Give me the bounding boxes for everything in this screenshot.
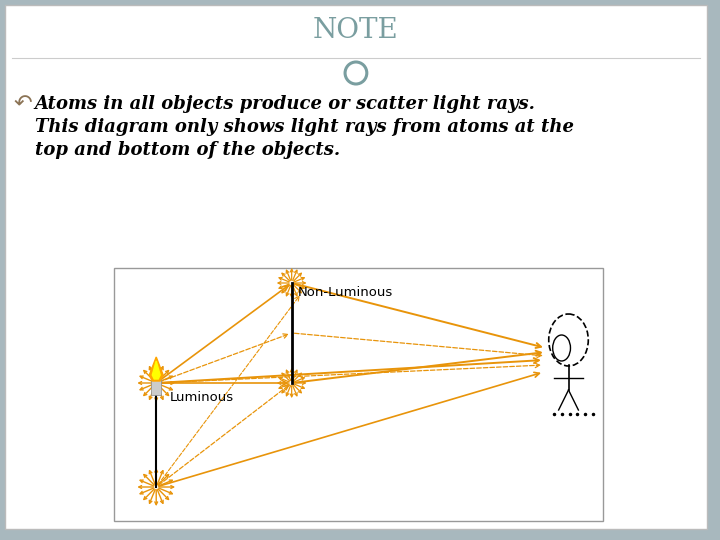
Text: ↶: ↶ — [14, 95, 32, 115]
Polygon shape — [152, 361, 160, 379]
Text: Non-Luminous: Non-Luminous — [297, 286, 393, 299]
Text: top and bottom of the objects.: top and bottom of the objects. — [35, 141, 340, 159]
Text: Atoms in all objects produce or scatter light rays.: Atoms in all objects produce or scatter … — [35, 95, 536, 113]
Text: Luminous: Luminous — [170, 391, 234, 404]
Text: NOTE: NOTE — [313, 17, 399, 44]
FancyBboxPatch shape — [5, 5, 707, 529]
Polygon shape — [149, 357, 163, 381]
Text: This diagram only shows light rays from atoms at the: This diagram only shows light rays from … — [35, 118, 574, 136]
Bar — [114, 268, 603, 521]
Bar — [151, 377, 161, 395]
